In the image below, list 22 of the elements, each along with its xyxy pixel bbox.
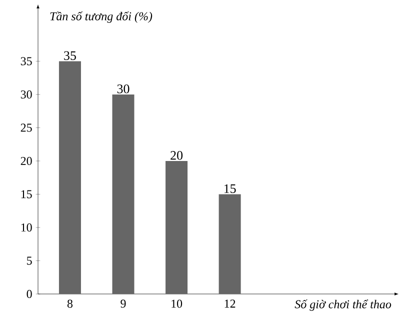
- y-axis-title: Tần số tương đối (%): [50, 12, 152, 23]
- data-label: 35: [64, 51, 76, 60]
- data-label: 20: [170, 151, 183, 160]
- x-tick-label: 8: [67, 300, 73, 308]
- bar: [166, 160, 188, 294]
- data-label: 15: [224, 184, 236, 194]
- bar: [112, 94, 134, 294]
- data-label: 30: [117, 84, 130, 94]
- y-tick-label: 5: [27, 256, 32, 265]
- y-tick-label: 30: [20, 90, 32, 98]
- y-tick-label: 15: [21, 190, 32, 198]
- x-tick-label: 12: [224, 300, 236, 308]
- y-tick-label: 0: [26, 290, 32, 298]
- bar: [58, 61, 81, 294]
- y-tick-label: 35: [20, 57, 32, 66]
- y-tick-label: 20: [20, 156, 32, 166]
- x-tick-label: 9: [120, 300, 126, 308]
- bar: [218, 194, 241, 294]
- x-tick-label: 10: [172, 300, 182, 308]
- y-tick-label: 25: [20, 124, 32, 132]
- y-tick-label: 10: [21, 223, 32, 232]
- x-axis-title: Số giờ chơi thể thao: [294, 300, 392, 311]
